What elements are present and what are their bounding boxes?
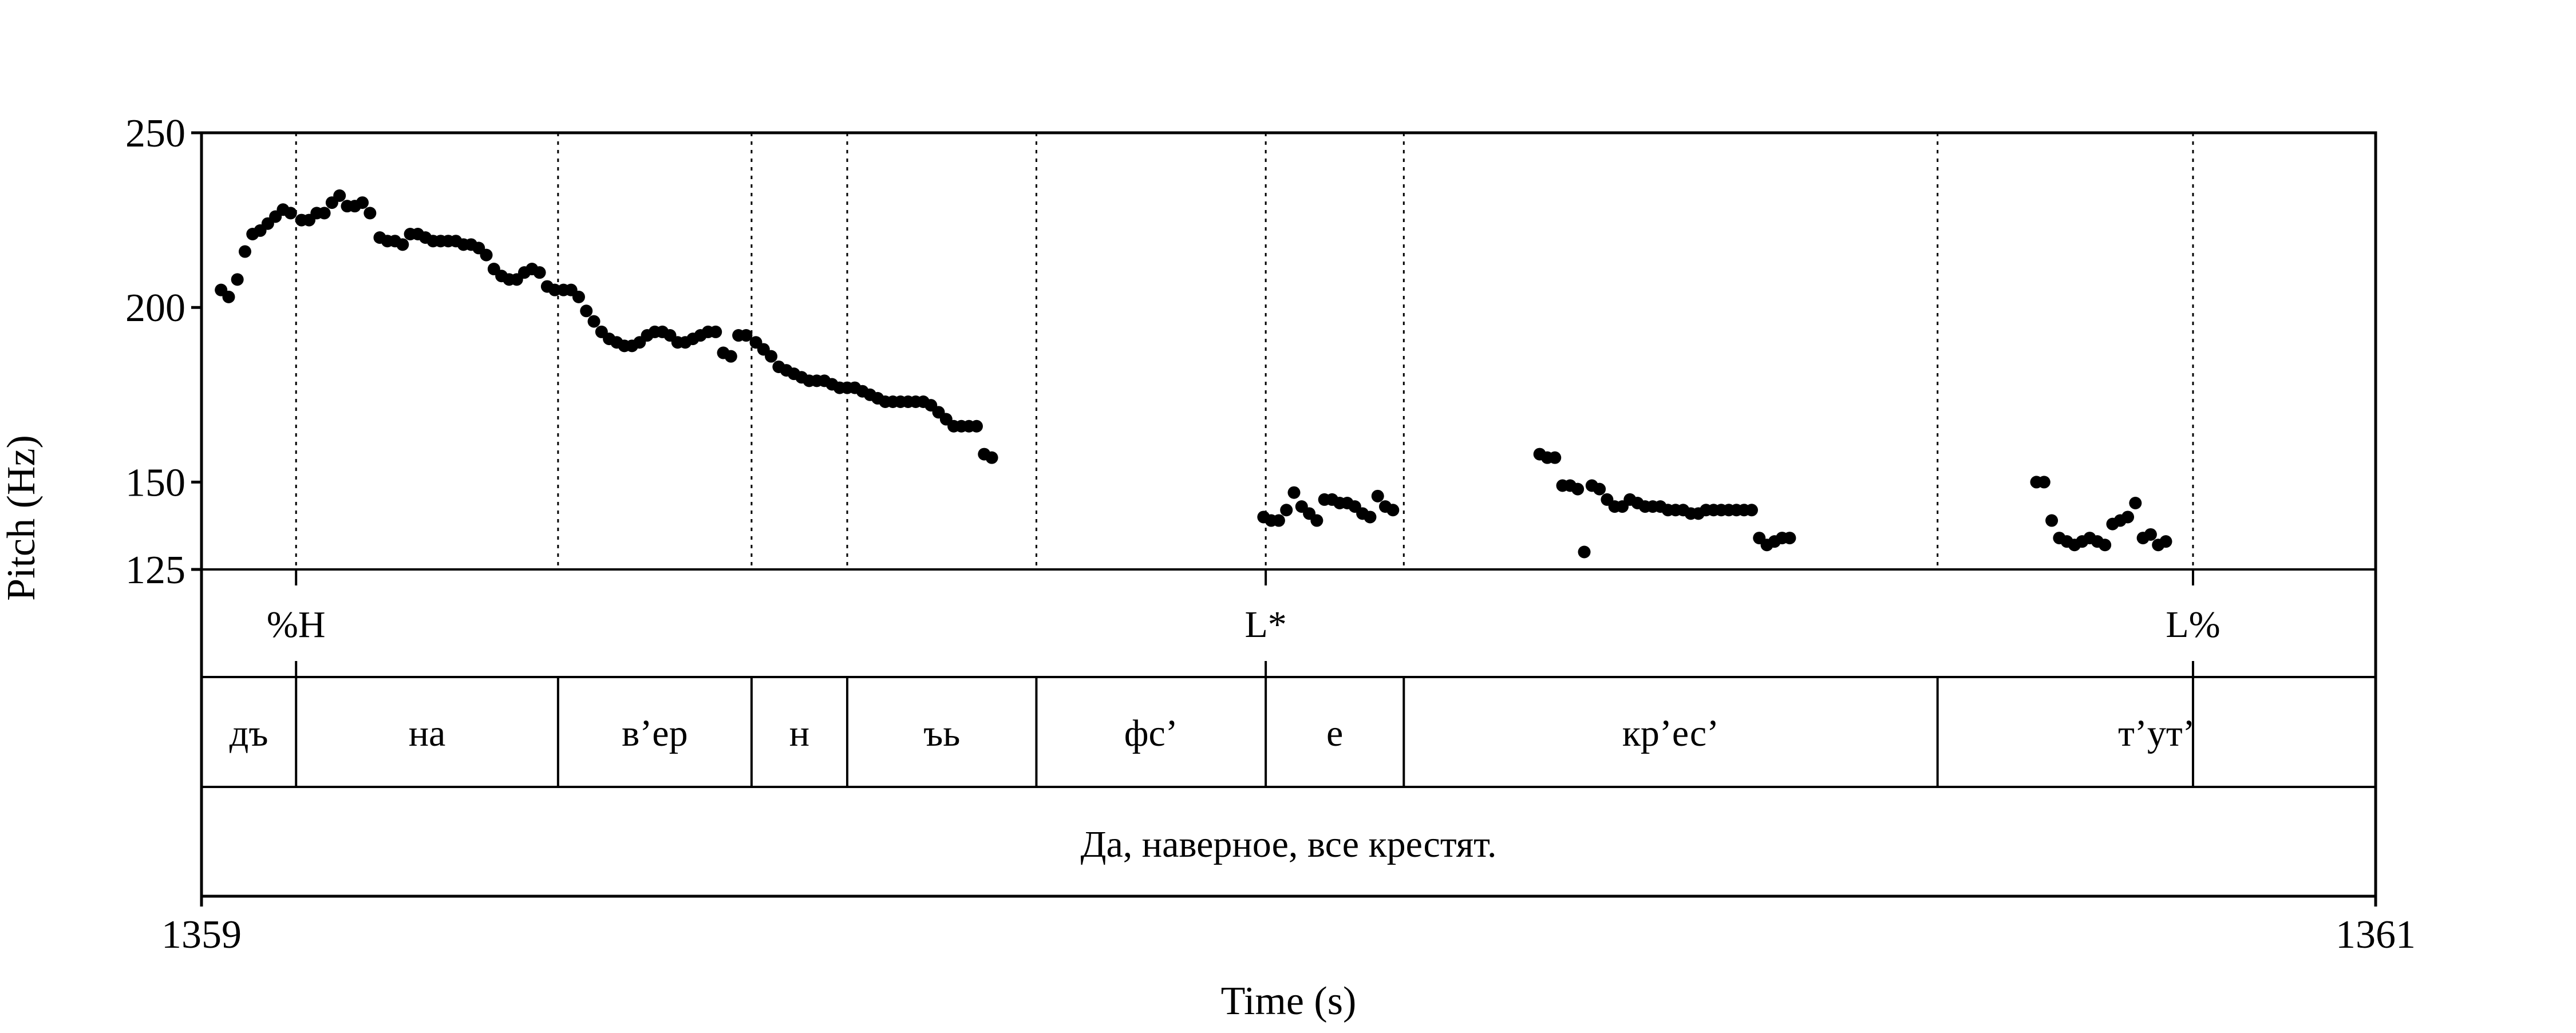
syllable-label-7: е [1326, 713, 1343, 754]
pitch-point-106 [1287, 486, 1301, 499]
tone-label-2: L* [1244, 604, 1286, 646]
pitch-point-116 [1364, 510, 1377, 524]
y-tick-label-2: 200 [125, 286, 185, 330]
chart-labels: Pitch (Hz) Time (s) Да, наверное, все кр… [0, 435, 1497, 1023]
pitch-point-163 [2099, 539, 2112, 552]
pitch-point-99 [970, 419, 983, 433]
pitch-point-14 [318, 207, 331, 220]
y-tick-label-1: 250 [125, 112, 185, 156]
pitch-point-109 [1310, 514, 1323, 527]
pitch-point-20 [364, 207, 377, 220]
pitch-point-16 [333, 189, 346, 202]
pitch-point-3 [231, 273, 244, 286]
syllable-label-4: н [789, 713, 809, 754]
pitch-point-42 [533, 266, 546, 279]
pitch-point-166 [2121, 510, 2135, 524]
pitch-point-153 [1783, 532, 1796, 545]
y-axis-label: Pitch (Hz) [0, 435, 44, 601]
pitch-point-119 [1386, 504, 1400, 517]
syllable-label-9: т’ут’ [2118, 713, 2195, 754]
pitch-point-156 [2045, 514, 2059, 527]
pitch-point-47 [572, 290, 585, 303]
syllable-label-5: ъь [923, 713, 960, 754]
x-tick-label-2: 1361 [2336, 913, 2416, 957]
x-tick-label-1: 1359 [161, 913, 242, 957]
pitch-point-72 [765, 350, 778, 363]
pitch-point-19 [356, 196, 369, 209]
pitch-point-155 [2037, 476, 2050, 489]
pitch-point-49 [587, 315, 600, 328]
pitch-point-128 [1593, 482, 1606, 496]
pitch-point-126 [1578, 545, 1591, 559]
syllable-label-1: дъ [230, 713, 268, 754]
x-axis-label: Time (s) [1221, 979, 1357, 1023]
syllable-label-2: на [409, 713, 446, 754]
plot-frame [200, 131, 2377, 898]
pitch-point-35 [480, 248, 493, 262]
pitch-point-4 [238, 245, 251, 258]
tone-label-1: %H [267, 604, 326, 646]
pitch-point-65 [709, 325, 722, 338]
pitch-point-67 [724, 350, 737, 363]
pitch-point-169 [2144, 528, 2157, 541]
boundary-lines: %H L* L% дъ на в’ер н ъь фс’ е кр’ес’ т’ут’ [230, 133, 2221, 787]
y-tick-label-3: 150 [125, 461, 185, 505]
pitch-point-167 [2129, 497, 2142, 510]
pitch-points [215, 189, 2172, 559]
y-tick-label-4: 125 [125, 548, 185, 592]
pitch-point-44 [548, 283, 562, 296]
pitch-point-148 [1745, 504, 1758, 517]
pitch-point-125 [1571, 482, 1585, 496]
syllable-label-8: кр’ес’ [1622, 713, 1719, 754]
pitch-point-48 [580, 304, 593, 318]
pitch-point-10 [284, 207, 297, 220]
pitch-point-171 [2159, 535, 2172, 548]
syllable-label-6: фс’ [1124, 713, 1178, 754]
pitch-point-104 [1272, 514, 1285, 527]
syllable-label-3: в’ер [622, 713, 688, 754]
tone-label-3: L% [2166, 604, 2220, 646]
pitch-point-2 [222, 290, 235, 303]
pitch-point-24 [396, 238, 409, 251]
pitch-point-122 [1548, 451, 1562, 464]
pitch-point-69 [740, 329, 753, 342]
tier-frame: 250 200 150 125 1359 1361 [125, 112, 2416, 957]
pitch-point-101 [985, 451, 998, 464]
pitch-point-117 [1371, 489, 1384, 502]
pitch-point-105 [1280, 504, 1293, 517]
sentence-label: Да, наверное, все крестят. [1080, 824, 1496, 865]
